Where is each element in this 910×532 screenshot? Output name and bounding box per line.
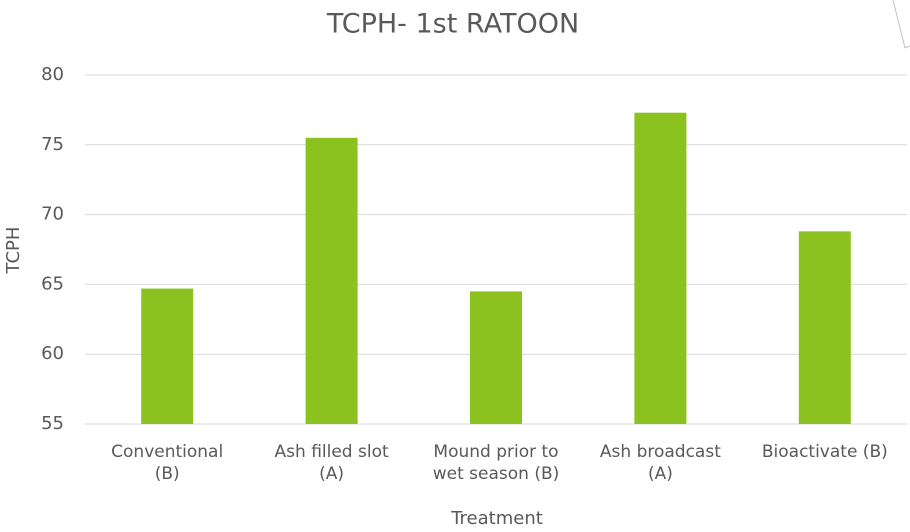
x-tick-label: Ash filled slot (A) — [274, 442, 389, 484]
bar — [798, 231, 851, 424]
x-tick-label: Ash broadcast (A) — [599, 442, 721, 484]
x-tick-label: Conventional (B) — [111, 442, 224, 484]
decoration — [904, 45, 910, 49]
y-tick-label: 80 — [41, 64, 64, 85]
bar — [634, 112, 687, 424]
bar — [141, 288, 194, 424]
x-axis-label: Treatment — [450, 508, 543, 529]
y-tick-label: 70 — [41, 204, 64, 225]
chart-title: TCPH- 1st RATOON — [326, 9, 579, 40]
y-tick-label: 55 — [41, 413, 64, 434]
bar — [470, 291, 522, 424]
y-axis-label: TCPH — [3, 227, 24, 275]
x-tick-label: Mound prior to wet season (B) — [432, 442, 560, 484]
bar — [305, 137, 358, 424]
y-tick-label: 65 — [41, 273, 64, 294]
decoration — [892, 0, 906, 49]
y-tick-label: 60 — [41, 343, 64, 364]
y-tick-label: 75 — [41, 134, 64, 155]
x-tick-label: Bioactivate (B) — [761, 442, 888, 462]
